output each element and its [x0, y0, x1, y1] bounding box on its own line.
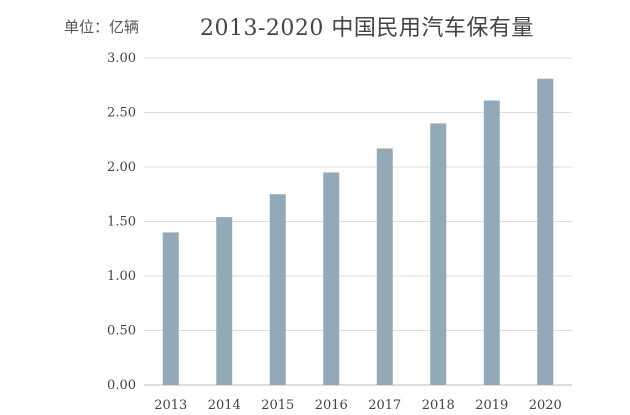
x-tick-label: 2013	[154, 398, 187, 413]
x-tick-label: 2017	[368, 398, 401, 413]
y-tick-label: 1.50	[107, 215, 136, 230]
y-tick-label: 3.00	[107, 51, 136, 66]
y-tick-label: 2.00	[107, 160, 136, 175]
y-tick-label: 1.00	[107, 269, 136, 284]
x-tick-label: 2015	[261, 398, 294, 413]
bar-2014	[216, 217, 233, 385]
bar-2020	[537, 78, 554, 386]
y-tick-label: 2.50	[107, 106, 136, 121]
x-tick-label: 2019	[475, 398, 508, 413]
chart-title: 2013-2020 中国民用汽车保有量	[200, 16, 534, 41]
bar-2016	[323, 172, 340, 385]
x-axis-ticks: 2013 2014 2015 2016 2017 2018 2019 2020	[154, 398, 562, 413]
x-tick-label: 2020	[529, 398, 562, 413]
y-axis-ticks: 0.00 0.50 1.00 1.50 2.00 2.50 3.00	[107, 51, 136, 393]
x-tick-label: 2016	[315, 398, 348, 413]
bars	[162, 78, 554, 386]
y-tick-label: 0.50	[107, 324, 136, 339]
bar-2017	[376, 148, 393, 385]
y-tick-label: 0.00	[107, 378, 136, 393]
x-tick-label: 2018	[422, 398, 455, 413]
gridlines	[144, 57, 572, 386]
bar-2019	[483, 100, 500, 385]
x-tick-label: 2014	[208, 398, 241, 413]
unit-label: 单位：亿辆	[64, 18, 140, 36]
bar-2013	[162, 232, 179, 385]
bar-2018	[430, 123, 447, 386]
bar-2015	[269, 194, 286, 385]
